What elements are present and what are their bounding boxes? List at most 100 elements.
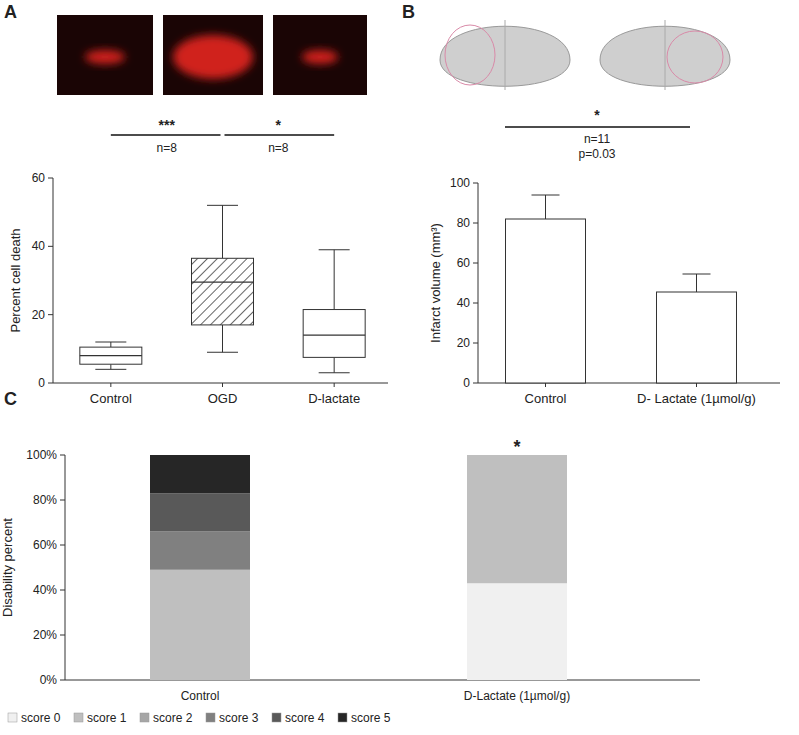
x-tick-label: Control [90,391,132,406]
y-tick [473,383,478,384]
bar [506,219,586,383]
midline [665,20,666,90]
y-tick [48,178,53,179]
box [80,347,142,364]
micrograph [57,15,153,95]
y-axis-label: Infarct volume (mm³) [428,223,443,343]
median [192,282,254,283]
y-tick-label: 80 [457,216,471,230]
y-tick-label: 60% [33,538,57,552]
y-tick-label: 0 [463,376,470,390]
significance-stars: *** [158,117,175,133]
y-tick-label: 20 [32,308,46,322]
y-tick-label: 80% [33,493,57,507]
micrograph [163,15,263,95]
error-bar [545,195,546,219]
y-tick-label: 40 [457,296,471,310]
legend-swatch [206,713,215,722]
y-tick-label: 100% [26,448,57,462]
plot-area [150,455,567,680]
infarct-outline [445,25,495,85]
y-tick [473,223,478,224]
significance-stars: * [513,437,520,457]
whisker-low [222,325,223,352]
y-tick [60,590,65,591]
sample-size: n=8 [156,141,177,155]
y-tick-label: 0 [38,376,45,390]
whisker-high [334,250,335,310]
stacked-segment [150,532,250,570]
legend-label: score 2 [153,711,193,725]
legend-swatch [272,713,281,722]
fluorescence [302,50,338,64]
panel-label: B [402,2,415,22]
whisker-high [110,342,111,347]
y-tick [48,246,53,247]
legend-label: score 5 [351,711,391,725]
fluorescence [85,50,125,64]
y-tick-label: 20% [33,628,57,642]
whisker-cap-high [207,205,238,206]
median [303,335,365,336]
y-tick [60,635,65,636]
figure: 0204060Percent cell deathAControlOGDD-la… [0,0,799,735]
legend-swatch [140,713,149,722]
y-tick-label: 60 [457,256,471,270]
box [192,258,254,325]
legend-label: score 3 [219,711,259,725]
stacked-segment [150,570,250,680]
sample-size: n=8 [268,141,289,155]
significance-bar [225,134,335,136]
y-tick [48,314,53,315]
panel-label: C [4,389,17,409]
y-tick [60,500,65,501]
x-tick-label: D- Lactate (1µmol/g) [637,391,756,406]
x-tick-label: D-Lactate (1µmol/g) [464,689,570,703]
whisker-high [222,205,223,258]
y-axis-label: Percent cell death [8,228,23,332]
y-tick [473,303,478,304]
sample-size: n=11 [584,132,610,146]
legend-label: score 0 [21,711,61,725]
y-tick-label: 100 [450,176,470,190]
error-bar [696,274,697,292]
x-axis [53,383,388,384]
y-tick [60,455,65,456]
median [80,355,142,356]
x-tick-label: Control [525,391,567,406]
x-tick [334,383,335,387]
legend-swatch [338,713,347,722]
y-tick [48,383,53,384]
whisker-cap-low [319,372,350,373]
y-tick-label: 60 [32,171,46,185]
y-tick [60,545,65,546]
y-axis-label: Disability percent [0,518,15,617]
y-tick-label: 20 [457,336,471,350]
plot-area [80,205,365,372]
midline [505,20,506,90]
significance-stars: * [276,117,282,133]
error-cap [683,274,711,275]
x-tick-label: D-lactate [308,391,360,406]
x-tick-label: OGD [208,391,238,406]
y-tick-label: 40 [32,239,46,253]
legend-swatch [8,713,17,722]
whisker-low [110,364,111,369]
stacked-segment [467,455,567,583]
whisker-cap-high [95,342,126,343]
y-tick [473,343,478,344]
infarct-outline [667,31,723,83]
y-axis [65,455,66,680]
x-tick [110,383,111,387]
box [303,310,365,358]
y-tick-label: 0% [40,673,58,687]
y-tick-label: 40% [33,583,57,597]
whisker-low [334,357,335,372]
whisker-cap-high [319,249,350,250]
significance-bar [111,134,221,136]
significance-bar [505,126,690,128]
x-tick [222,383,223,387]
p-value: p=0.03 [578,147,615,161]
x-tick [545,383,546,387]
y-tick [473,183,478,184]
